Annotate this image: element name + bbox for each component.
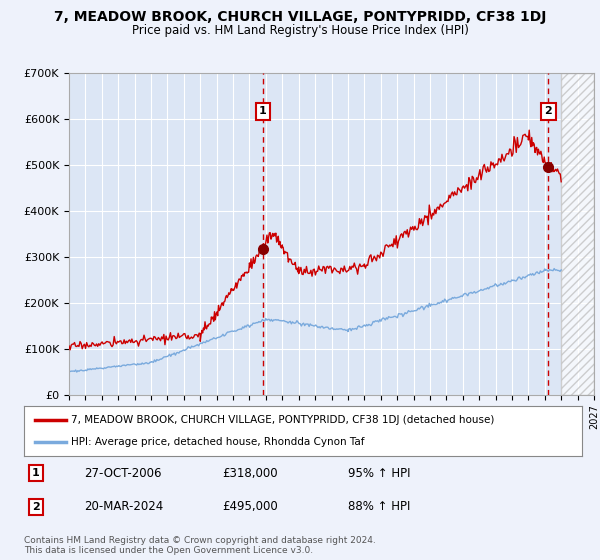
Text: 2: 2 xyxy=(32,502,40,512)
Text: 20-MAR-2024: 20-MAR-2024 xyxy=(84,500,163,514)
Text: 1: 1 xyxy=(259,106,267,116)
Bar xyxy=(561,73,594,395)
Text: 7, MEADOW BROOK, CHURCH VILLAGE, PONTYPRIDD, CF38 1DJ (detached house): 7, MEADOW BROOK, CHURCH VILLAGE, PONTYPR… xyxy=(71,415,495,425)
Text: 27-OCT-2006: 27-OCT-2006 xyxy=(84,466,161,480)
Text: 88% ↑ HPI: 88% ↑ HPI xyxy=(348,500,410,514)
Text: Price paid vs. HM Land Registry's House Price Index (HPI): Price paid vs. HM Land Registry's House … xyxy=(131,24,469,36)
Text: Contains HM Land Registry data © Crown copyright and database right 2024.
This d: Contains HM Land Registry data © Crown c… xyxy=(24,536,376,556)
Text: 2: 2 xyxy=(545,106,552,116)
Text: £495,000: £495,000 xyxy=(222,500,278,514)
Text: £318,000: £318,000 xyxy=(222,466,278,480)
Text: 1: 1 xyxy=(32,468,40,478)
Text: 95% ↑ HPI: 95% ↑ HPI xyxy=(348,466,410,480)
Text: HPI: Average price, detached house, Rhondda Cynon Taf: HPI: Average price, detached house, Rhon… xyxy=(71,437,365,447)
Text: 7, MEADOW BROOK, CHURCH VILLAGE, PONTYPRIDD, CF38 1DJ: 7, MEADOW BROOK, CHURCH VILLAGE, PONTYPR… xyxy=(54,10,546,24)
